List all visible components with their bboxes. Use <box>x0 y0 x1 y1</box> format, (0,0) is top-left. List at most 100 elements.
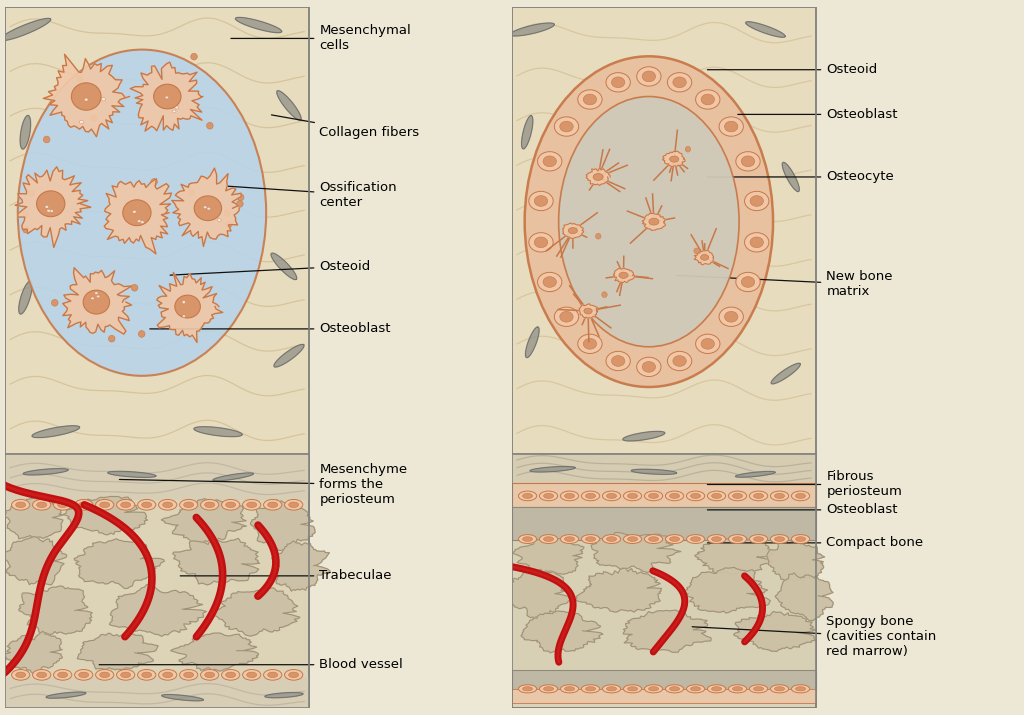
FancyBboxPatch shape <box>512 7 816 454</box>
Ellipse shape <box>247 502 257 508</box>
Ellipse shape <box>180 295 186 301</box>
Polygon shape <box>521 611 603 653</box>
Polygon shape <box>525 327 539 358</box>
Polygon shape <box>236 17 282 33</box>
Ellipse shape <box>673 77 686 88</box>
Polygon shape <box>631 469 677 474</box>
Ellipse shape <box>750 491 768 500</box>
Ellipse shape <box>289 672 299 678</box>
Ellipse shape <box>225 672 236 678</box>
Ellipse shape <box>792 535 810 543</box>
Ellipse shape <box>543 277 556 287</box>
Polygon shape <box>513 536 584 574</box>
Ellipse shape <box>736 152 760 171</box>
Ellipse shape <box>75 669 93 680</box>
Polygon shape <box>771 363 801 384</box>
Ellipse shape <box>159 500 177 510</box>
Text: Blood vessel: Blood vessel <box>99 659 403 671</box>
Polygon shape <box>18 281 32 314</box>
Ellipse shape <box>644 535 663 543</box>
Ellipse shape <box>560 491 579 500</box>
Ellipse shape <box>586 686 596 691</box>
Ellipse shape <box>49 209 53 212</box>
Ellipse shape <box>686 685 705 693</box>
Ellipse shape <box>205 672 215 678</box>
Ellipse shape <box>568 227 578 234</box>
Ellipse shape <box>183 672 194 678</box>
Ellipse shape <box>182 300 185 303</box>
Ellipse shape <box>33 500 51 510</box>
Polygon shape <box>20 115 31 149</box>
Ellipse shape <box>602 535 621 543</box>
Ellipse shape <box>175 106 178 109</box>
Ellipse shape <box>137 220 141 222</box>
Ellipse shape <box>187 189 195 196</box>
Polygon shape <box>173 538 260 585</box>
Ellipse shape <box>101 98 105 101</box>
Ellipse shape <box>83 290 110 314</box>
Ellipse shape <box>97 299 103 305</box>
Ellipse shape <box>538 272 562 292</box>
Ellipse shape <box>518 685 537 693</box>
Ellipse shape <box>708 535 726 543</box>
Ellipse shape <box>522 537 532 541</box>
Ellipse shape <box>33 669 51 680</box>
Ellipse shape <box>80 121 83 124</box>
Ellipse shape <box>543 156 556 167</box>
Ellipse shape <box>606 537 616 541</box>
Ellipse shape <box>741 156 755 167</box>
Polygon shape <box>251 500 315 551</box>
Ellipse shape <box>179 669 198 680</box>
Ellipse shape <box>11 669 30 680</box>
Ellipse shape <box>540 685 558 693</box>
Ellipse shape <box>57 502 68 508</box>
Ellipse shape <box>770 535 788 543</box>
Ellipse shape <box>238 194 244 201</box>
Polygon shape <box>15 167 91 247</box>
Ellipse shape <box>750 535 768 543</box>
Ellipse shape <box>123 199 152 226</box>
Ellipse shape <box>642 362 655 373</box>
Ellipse shape <box>53 500 72 510</box>
Ellipse shape <box>644 491 663 500</box>
Ellipse shape <box>578 90 602 109</box>
Polygon shape <box>684 568 770 613</box>
Ellipse shape <box>695 334 720 353</box>
Polygon shape <box>735 471 775 477</box>
Ellipse shape <box>673 355 686 366</box>
Ellipse shape <box>602 292 607 297</box>
Ellipse shape <box>190 54 198 60</box>
Ellipse shape <box>538 152 562 171</box>
Ellipse shape <box>770 685 788 693</box>
Ellipse shape <box>99 502 110 508</box>
Polygon shape <box>586 167 610 186</box>
Ellipse shape <box>195 196 221 221</box>
Ellipse shape <box>560 685 579 693</box>
Ellipse shape <box>540 491 558 500</box>
FancyBboxPatch shape <box>512 454 816 485</box>
Polygon shape <box>213 473 254 480</box>
Polygon shape <box>4 495 63 539</box>
Polygon shape <box>265 693 303 698</box>
Ellipse shape <box>84 98 88 102</box>
Ellipse shape <box>243 500 261 510</box>
Ellipse shape <box>584 338 597 349</box>
Ellipse shape <box>141 672 152 678</box>
Ellipse shape <box>582 535 600 543</box>
Ellipse shape <box>23 226 30 233</box>
Ellipse shape <box>163 502 173 508</box>
Ellipse shape <box>267 502 278 508</box>
FancyBboxPatch shape <box>512 670 816 690</box>
Ellipse shape <box>37 502 47 508</box>
Ellipse shape <box>217 219 221 222</box>
Ellipse shape <box>754 686 764 691</box>
FancyBboxPatch shape <box>512 541 816 670</box>
Ellipse shape <box>606 73 631 92</box>
Ellipse shape <box>205 502 215 508</box>
Ellipse shape <box>137 500 156 510</box>
Ellipse shape <box>267 672 278 678</box>
Ellipse shape <box>79 502 89 508</box>
Ellipse shape <box>666 685 684 693</box>
Ellipse shape <box>666 535 684 543</box>
Ellipse shape <box>582 685 600 693</box>
